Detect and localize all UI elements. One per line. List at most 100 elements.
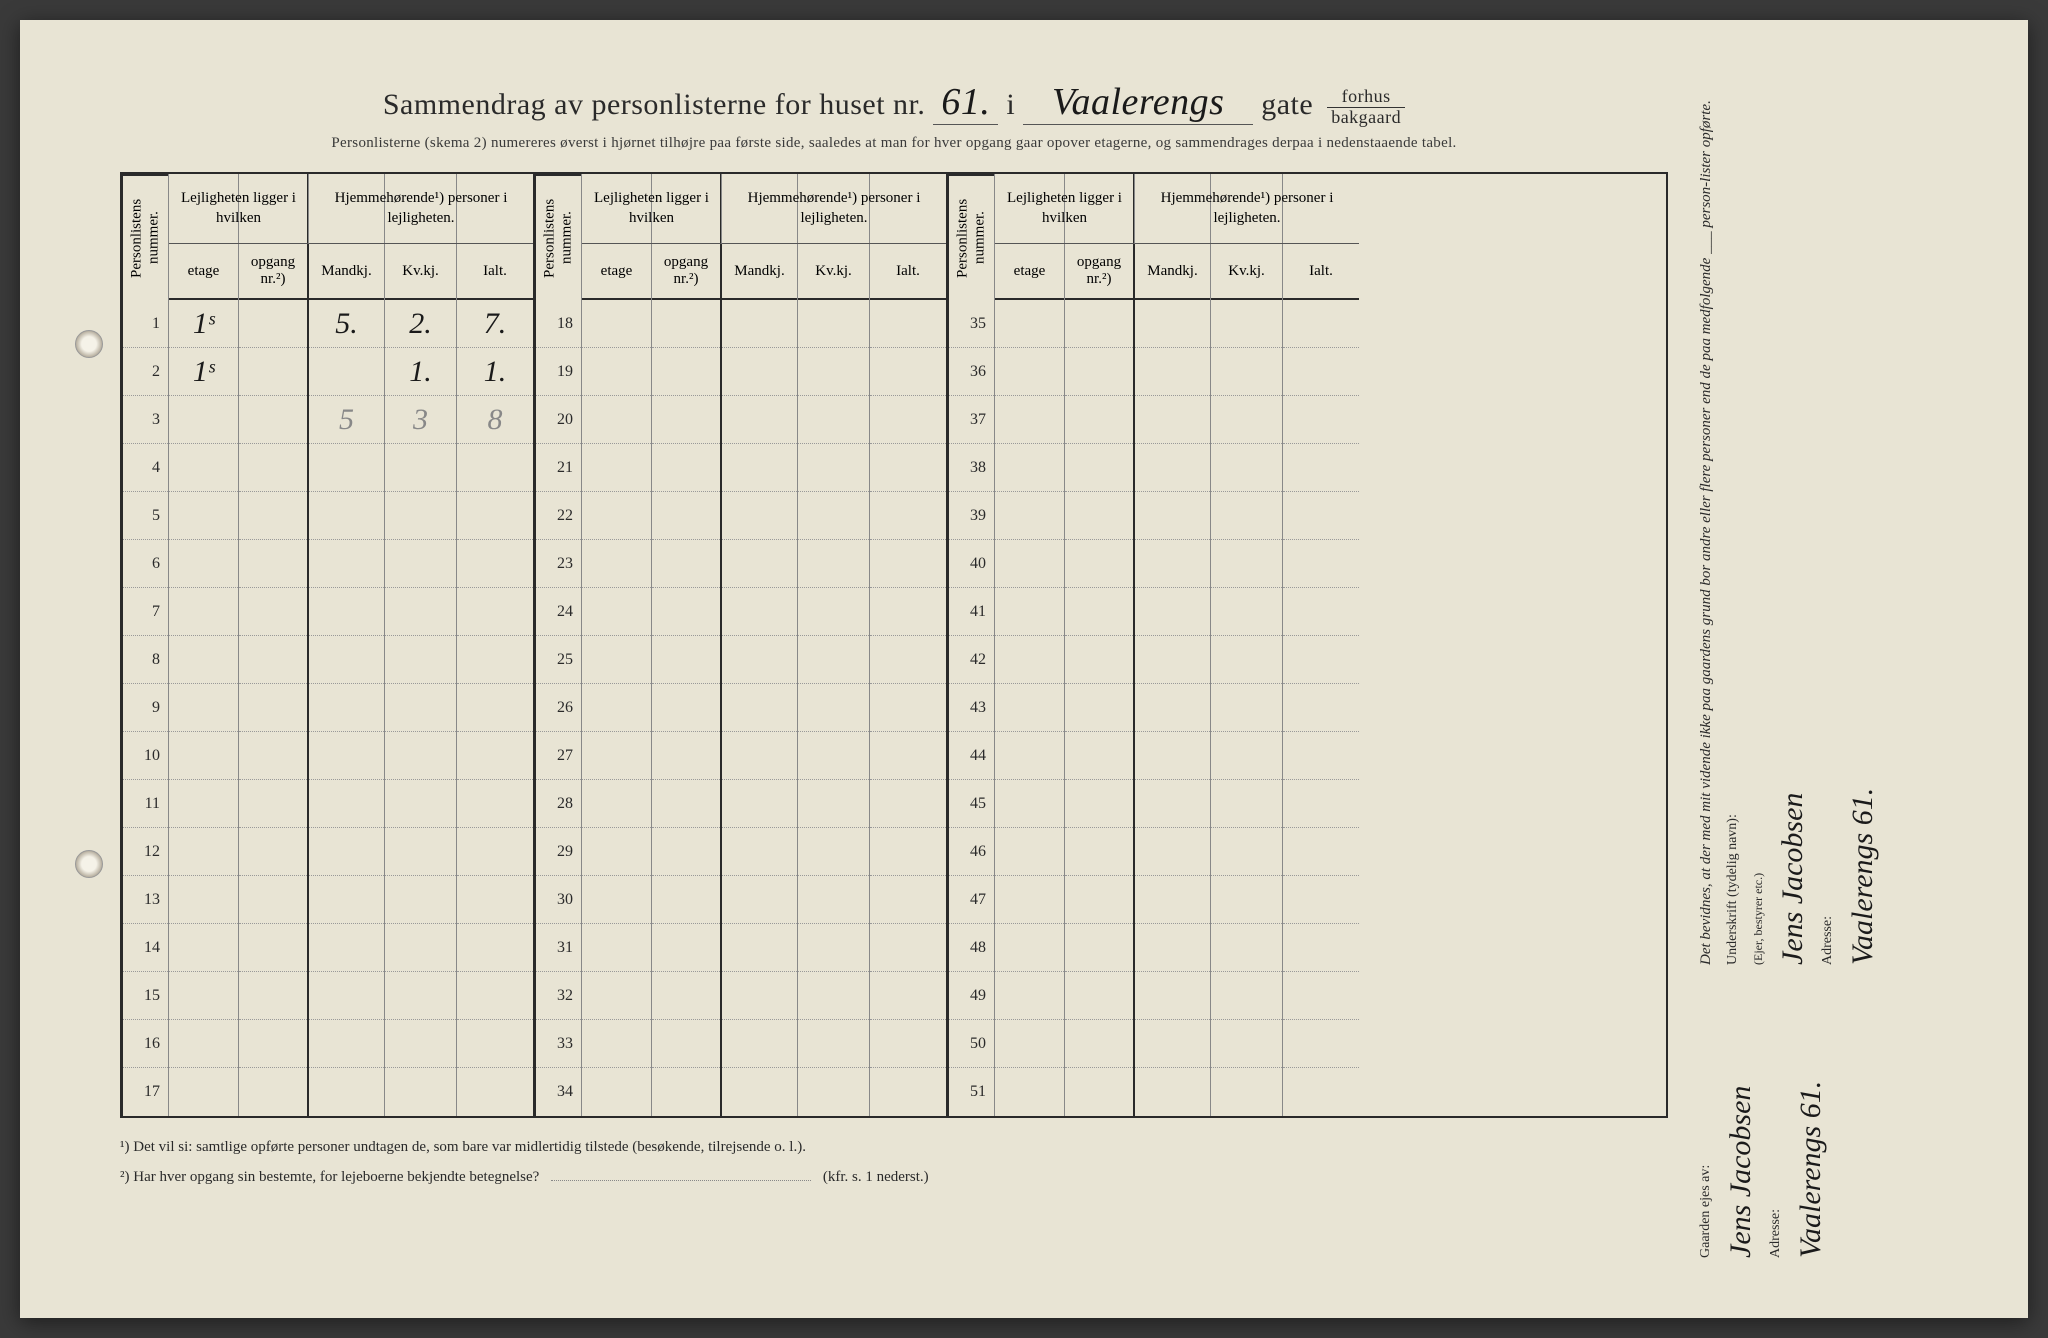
punch-hole bbox=[75, 850, 103, 878]
cell-ialt bbox=[870, 444, 946, 492]
row-number: 38 bbox=[949, 444, 994, 492]
row-number: 20 bbox=[536, 396, 581, 444]
cell-ialt bbox=[1283, 396, 1359, 444]
cell-kvkj bbox=[798, 444, 869, 492]
cell-kvkj bbox=[385, 924, 456, 972]
sidebar: Gaarden ejes av: Jens Jacobsen Adresse: … bbox=[1688, 80, 1948, 1278]
cell-ialt bbox=[870, 540, 946, 588]
cell-ialt bbox=[1283, 1068, 1359, 1116]
cell-opgang bbox=[1065, 636, 1133, 684]
row-number: 24 bbox=[536, 588, 581, 636]
title-gate: gate bbox=[1261, 88, 1313, 121]
row-number: 50 bbox=[949, 1020, 994, 1068]
underskrift-label: Underskrift (tydelig navn): bbox=[1725, 100, 1741, 965]
cell-mandkj bbox=[309, 1020, 384, 1068]
cell-mandkj bbox=[309, 684, 384, 732]
cell-etage bbox=[995, 780, 1064, 828]
row-number: 7 bbox=[123, 588, 168, 636]
cell-kvkj bbox=[798, 876, 869, 924]
cell-kvkj bbox=[1211, 684, 1282, 732]
cell-etage bbox=[169, 972, 238, 1020]
table-block: Personlistens nummer.1234567891011121314… bbox=[123, 174, 533, 1116]
cell-mandkj bbox=[1135, 348, 1210, 396]
owner-block: Gaarden ejes av: Jens Jacobsen Adresse: … bbox=[1698, 1081, 1938, 1258]
footnote-2: ²) Har hver opgang sin bestemte, for lej… bbox=[120, 1162, 1668, 1192]
cell-kvkj bbox=[1211, 588, 1282, 636]
row-number: 27 bbox=[536, 732, 581, 780]
cell-mandkj bbox=[722, 588, 797, 636]
cell-mandkj bbox=[1135, 396, 1210, 444]
col-header-lejligheten: Lejligheten ligger i hvilken bbox=[582, 174, 722, 244]
cell-opgang bbox=[239, 636, 307, 684]
col-header-opgang: opgang nr.²) bbox=[239, 244, 307, 300]
cell-etage bbox=[169, 780, 238, 828]
row-number: 44 bbox=[949, 732, 994, 780]
cell-ialt bbox=[870, 1020, 946, 1068]
cell-mandkj bbox=[309, 828, 384, 876]
cell-opgang bbox=[1065, 876, 1133, 924]
cell-opgang bbox=[239, 924, 307, 972]
cell-opgang bbox=[1065, 684, 1133, 732]
cell-ialt: 1. bbox=[457, 348, 533, 396]
cell-opgang bbox=[1065, 348, 1133, 396]
cell-mandkj bbox=[722, 1020, 797, 1068]
cell-opgang bbox=[1065, 828, 1133, 876]
cell-kvkj bbox=[798, 540, 869, 588]
cell-mandkj bbox=[1135, 972, 1210, 1020]
cell-ialt bbox=[870, 780, 946, 828]
row-number: 40 bbox=[949, 540, 994, 588]
cell-mandkj bbox=[722, 684, 797, 732]
cell-opgang bbox=[239, 588, 307, 636]
cell-mandkj bbox=[1135, 828, 1210, 876]
table-block: Personlistens nummer.3536373839404142434… bbox=[946, 174, 1359, 1116]
form-title: Sammendrag av personlisterne for huset n… bbox=[120, 80, 1668, 127]
cell-opgang bbox=[239, 684, 307, 732]
cell-opgang bbox=[652, 492, 720, 540]
row-number: 10 bbox=[123, 732, 168, 780]
row-number: 4 bbox=[123, 444, 168, 492]
cell-etage bbox=[169, 588, 238, 636]
cell-kvkj bbox=[798, 492, 869, 540]
cell-kvkj bbox=[385, 540, 456, 588]
cell-ialt bbox=[1283, 684, 1359, 732]
cell-opgang bbox=[652, 876, 720, 924]
bevidnes-text: Det bevidnes, at der med mit vidende ikk… bbox=[1698, 100, 1715, 965]
cell-ialt bbox=[1283, 588, 1359, 636]
cell-opgang bbox=[239, 396, 307, 444]
cell-ialt bbox=[457, 732, 533, 780]
cell-ialt: 7. bbox=[457, 300, 533, 348]
cell-opgang bbox=[239, 972, 307, 1020]
row-number: 41 bbox=[949, 588, 994, 636]
cell-mandkj bbox=[722, 828, 797, 876]
cell-mandkj bbox=[722, 876, 797, 924]
cell-etage bbox=[995, 348, 1064, 396]
cell-mandkj bbox=[722, 972, 797, 1020]
cell-opgang bbox=[239, 492, 307, 540]
signature-name: Jens Jacobsen bbox=[1776, 100, 1810, 965]
cell-etage bbox=[169, 1020, 238, 1068]
cell-opgang bbox=[652, 1068, 720, 1116]
cell-kvkj bbox=[798, 1068, 869, 1116]
cell-ialt bbox=[457, 780, 533, 828]
table-block: Personlistens nummer.1819202122232425262… bbox=[533, 174, 946, 1116]
col-header-num: Personlistens nummer. bbox=[536, 174, 581, 300]
row-number: 46 bbox=[949, 828, 994, 876]
cell-opgang bbox=[652, 396, 720, 444]
row-number: 31 bbox=[536, 924, 581, 972]
cell-ialt bbox=[457, 876, 533, 924]
cell-opgang bbox=[1065, 588, 1133, 636]
cell-etage bbox=[582, 972, 651, 1020]
cell-kvkj bbox=[385, 684, 456, 732]
cell-opgang bbox=[652, 348, 720, 396]
cell-mandkj bbox=[309, 540, 384, 588]
cell-etage bbox=[169, 924, 238, 972]
col-header-mandkj: Mandkj. bbox=[1135, 244, 1210, 300]
col-header-ialt: Ialt. bbox=[457, 244, 533, 300]
cell-kvkj bbox=[1211, 396, 1282, 444]
cell-mandkj bbox=[1135, 1068, 1210, 1116]
row-number: 12 bbox=[123, 828, 168, 876]
cell-ialt bbox=[1283, 636, 1359, 684]
cell-ialt bbox=[870, 684, 946, 732]
footnote-1: ¹) Det vil si: samtlige opførte personer… bbox=[120, 1132, 1668, 1162]
cell-ialt: 8 bbox=[457, 396, 533, 444]
